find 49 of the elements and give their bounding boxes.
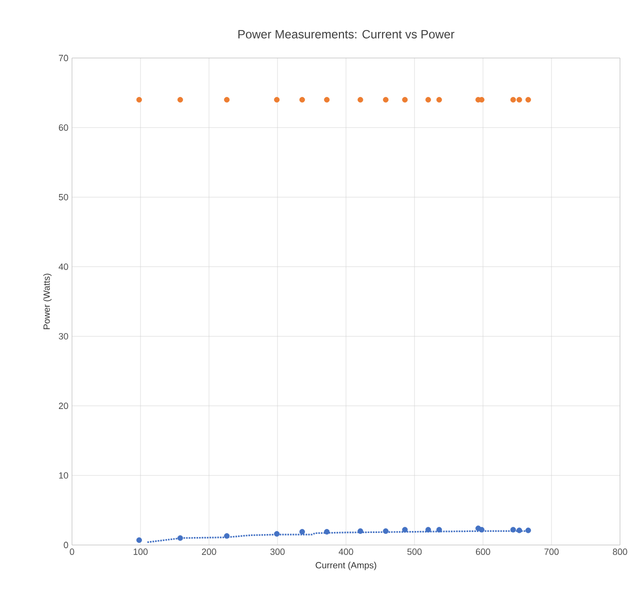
x-tick-label: 500 <box>407 548 422 555</box>
point <box>382 528 389 534</box>
point <box>358 96 364 103</box>
point <box>402 526 408 532</box>
x-tick-label: 100 <box>134 548 148 555</box>
x-tick-label: 0 <box>70 548 74 555</box>
x-tick-label: 300 <box>270 548 285 555</box>
x-tick-label: 700 <box>544 548 559 555</box>
y-axis-title: Power (Watts) <box>43 274 52 330</box>
point <box>274 96 280 103</box>
y-tick-label: 50 <box>58 194 68 200</box>
point <box>382 96 389 103</box>
point <box>425 96 432 103</box>
point <box>324 528 330 535</box>
x-axis-title: Current (Amps) <box>316 562 376 570</box>
point <box>299 96 305 103</box>
point <box>516 96 522 103</box>
point <box>436 526 442 532</box>
point <box>510 96 516 103</box>
point <box>299 528 305 535</box>
x-tick-label: 200 <box>202 548 216 555</box>
y-tick-label: 30 <box>58 333 68 340</box>
y-tick-label: 20 <box>58 402 68 410</box>
point <box>425 526 432 532</box>
point <box>516 528 522 534</box>
point <box>510 526 516 532</box>
point <box>324 96 330 103</box>
point <box>136 96 142 103</box>
point <box>358 528 364 534</box>
x-tick-label: 400 <box>338 548 354 555</box>
point <box>402 96 408 103</box>
point <box>436 96 442 103</box>
point <box>177 96 184 103</box>
point <box>224 96 230 103</box>
y-tick-label: 60 <box>58 124 68 131</box>
y-tick-label: 0 <box>64 542 68 548</box>
y-tick-label: 70 <box>58 54 68 62</box>
y-tick-label: 10 <box>59 472 68 479</box>
point <box>136 537 142 543</box>
y-tick-label: 40 <box>58 264 68 270</box>
point <box>478 526 484 532</box>
point <box>525 96 532 103</box>
point <box>224 533 230 539</box>
x-tick-label: 600 <box>476 548 490 555</box>
point <box>274 531 280 537</box>
chart-title: Power Measurements: Current vs Power <box>238 30 454 38</box>
point <box>177 535 184 541</box>
x-tick-label: 800 <box>612 548 628 555</box>
point <box>525 528 532 534</box>
